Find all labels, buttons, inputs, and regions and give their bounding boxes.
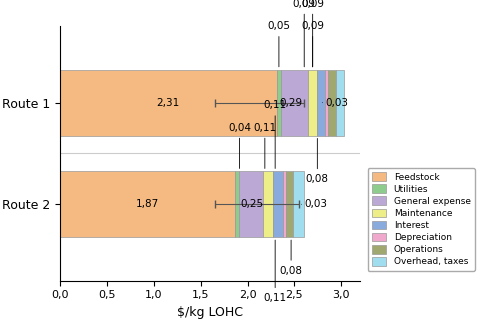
Text: 0,03: 0,03 xyxy=(302,199,327,209)
Bar xyxy=(294,171,304,237)
Legend: Feedstock, Utilities, General expense, Maintenance, Interest, Depreciation, Oper: Feedstock, Utilities, General expense, M… xyxy=(368,168,475,271)
Text: 0,11: 0,11 xyxy=(264,240,286,303)
Bar xyxy=(239,171,262,237)
Bar xyxy=(236,171,239,237)
Text: 1,87: 1,87 xyxy=(136,199,160,209)
Text: 0,08: 0,08 xyxy=(280,240,302,276)
Text: 0,03: 0,03 xyxy=(322,98,348,108)
Text: 0,09: 0,09 xyxy=(292,0,316,67)
Text: 0,04: 0,04 xyxy=(228,123,251,168)
Text: 0,11: 0,11 xyxy=(264,100,286,168)
Text: 0,25: 0,25 xyxy=(240,199,264,209)
Bar xyxy=(262,171,273,237)
Bar xyxy=(317,70,326,136)
Text: 0,05: 0,05 xyxy=(268,21,290,67)
Text: 2,31: 2,31 xyxy=(156,98,180,108)
Bar xyxy=(276,70,281,136)
X-axis label: $/kg LOHC: $/kg LOHC xyxy=(177,306,243,319)
Text: 0,09: 0,09 xyxy=(301,0,324,67)
Bar xyxy=(336,70,344,136)
Text: 0,11: 0,11 xyxy=(254,123,276,168)
Text: 0,08: 0,08 xyxy=(306,139,329,184)
Bar xyxy=(281,70,308,136)
Bar xyxy=(328,70,336,136)
Bar xyxy=(286,171,294,237)
Bar xyxy=(60,70,276,136)
Bar xyxy=(326,70,328,136)
Text: 0,09: 0,09 xyxy=(301,21,324,67)
Bar xyxy=(273,171,283,237)
Bar xyxy=(60,171,236,237)
Bar xyxy=(308,70,317,136)
Bar xyxy=(283,171,286,237)
Text: 0,29: 0,29 xyxy=(280,98,302,108)
